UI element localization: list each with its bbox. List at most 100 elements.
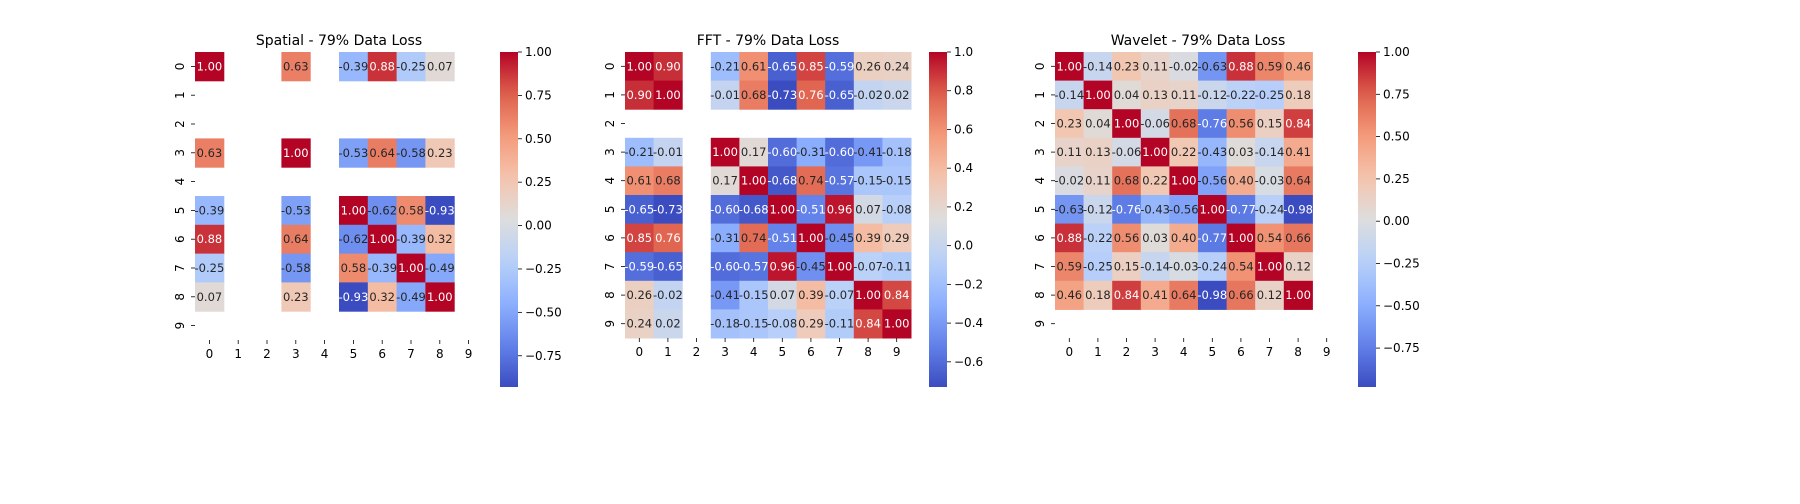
heatmap-cell-r0-c9 (882, 52, 912, 82)
x-tick-label-6: 6 (378, 347, 386, 361)
heatmap-cell-r5-c3 (281, 196, 311, 226)
cell-label-r7-c0: 0.59 (1056, 260, 1082, 274)
y-tick-label-6: 6 (1033, 234, 1047, 242)
y-tick-label-8: 8 (1033, 291, 1047, 299)
cell-label-r4-c2: 0.68 (1114, 174, 1140, 188)
y-tick-label-6: 6 (603, 234, 617, 242)
cell-label-r6-c5: -0.62 (339, 232, 369, 246)
heatmap-cell-r2-c3 (1140, 109, 1170, 139)
cell-label-r7-c7: 1.00 (827, 260, 853, 274)
colorbar-tick-label-5: 0.50 (1383, 130, 1410, 144)
heatmap-cell-r0-c2 (1112, 52, 1142, 82)
cell-label-r7-c8: 0.12 (1285, 260, 1311, 274)
heatmap-cell-r8-c3 (281, 282, 311, 312)
heatmap-cell-r7-c2 (1112, 252, 1142, 282)
cell-label-r3-c1: -0.01 (653, 145, 683, 159)
cell-label-r3-c3: 1.00 (712, 145, 738, 159)
heatmap-cell-r6-c7 (825, 223, 855, 253)
cell-label-r7-c3: -0.60 (710, 260, 740, 274)
cell-label-r0-c3: 0.63 (283, 59, 309, 73)
cell-label-r7-c9: -0.11 (882, 260, 912, 274)
heatmap-cell-r4-c1 (1083, 166, 1113, 196)
cell-label-r4-c6: 0.40 (1228, 174, 1254, 188)
cell-label-r8-c6: 0.32 (369, 290, 395, 304)
heatmap-cell-r6-c6 (1226, 223, 1256, 253)
heatmap-cell-r8-c8 (425, 282, 455, 312)
heatmap-cell-r3-c6 (367, 138, 398, 168)
cell-label-r1-c6: -0.22 (1226, 88, 1256, 102)
cell-label-r7-c8: -0.07 (853, 260, 883, 274)
cell-label-r9-c7: -0.11 (825, 317, 855, 331)
cell-label-r0-c3: -0.21 (710, 59, 740, 73)
heatmap-cell-r1-c7 (1255, 80, 1285, 110)
colorbar-tick-label-2: −0.25 (525, 262, 562, 276)
heatmap-cell-r8-c7 (396, 282, 426, 312)
cell-label-r0-c7: -0.25 (396, 59, 426, 73)
cell-label-r1-c3: -0.01 (710, 88, 740, 102)
heatmap-cell-r5-c7 (825, 195, 855, 225)
colorbar-tick-label-4: 0.25 (525, 175, 552, 189)
cell-label-r9-c9: 1.00 (884, 317, 910, 331)
heatmap-cell-r3-c5 (768, 137, 798, 167)
heatmap-cell-r5-c7 (1255, 195, 1285, 225)
cell-label-r8-c6: 0.66 (1228, 288, 1254, 302)
cell-label-r0-c8: 0.46 (1285, 59, 1311, 73)
heatmap-cell-r2-c5 (1198, 109, 1228, 139)
heatmap-cell-r4-c5 (768, 166, 798, 196)
heatmap-cell-r8-c9 (882, 280, 912, 310)
cell-label-r9-c1: 0.02 (655, 317, 681, 331)
cell-label-r9-c5: -0.08 (767, 317, 797, 331)
cell-label-r6-c3: 0.03 (1142, 231, 1168, 245)
chart-title: Spatial - 79% Data Loss (256, 33, 422, 49)
heatmap-cell-r7-c9 (882, 252, 912, 282)
heatmap-cell-r3-c3 (1140, 137, 1170, 167)
cell-label-r7-c0: -0.59 (624, 260, 654, 274)
heatmap-cell-r4-c7 (825, 166, 855, 196)
heatmap-cell-r8-c3 (1140, 280, 1170, 310)
heatmap-cell-r6-c1 (1083, 223, 1113, 253)
colorbar-tick-label-2: −0.2 (954, 277, 983, 291)
x-tick-label-2: 2 (1123, 345, 1131, 359)
heatmap-cell-r3-c8 (425, 138, 455, 168)
cell-label-r4-c4: 1.00 (741, 174, 767, 188)
cell-label-r6-c3: 0.64 (283, 232, 309, 246)
heatmap-cell-r0-c0 (1055, 52, 1085, 82)
cell-label-r0-c8: 0.26 (855, 59, 881, 73)
cell-label-r2-c7: 0.15 (1257, 117, 1283, 131)
heatmap-cell-r5-c0 (195, 196, 225, 226)
x-tick-label-2: 2 (263, 347, 271, 361)
cell-label-r4-c3: 0.17 (712, 174, 738, 188)
cell-label-r9-c8: 0.84 (855, 317, 881, 331)
heatmap-cell-r3-c8 (1283, 137, 1313, 167)
heatmap-cell-r0-c6 (367, 52, 398, 82)
cell-label-r5-c1: -0.12 (1083, 202, 1113, 216)
cell-label-r5-c8: 0.07 (855, 202, 881, 216)
cell-label-r4-c7: -0.03 (1255, 174, 1285, 188)
cell-label-r0-c5: -0.65 (767, 59, 797, 73)
cell-label-r3-c5: -0.53 (339, 146, 369, 160)
cell-label-r0-c1: -0.14 (1083, 59, 1113, 73)
x-tick-label-5: 5 (778, 345, 786, 359)
y-tick-label-5: 5 (173, 207, 187, 215)
cell-label-r3-c8: -0.41 (853, 145, 883, 159)
cell-label-r0-c8: 0.07 (427, 59, 453, 73)
cell-label-r4-c1: 0.68 (655, 174, 681, 188)
x-tick-label-7: 7 (407, 347, 415, 361)
y-tick-label-3: 3 (1033, 148, 1047, 156)
heatmap-cell-r7-c8 (1283, 252, 1313, 282)
x-tick-label-6: 6 (807, 345, 815, 359)
cell-label-r8-c2: 0.84 (1114, 288, 1140, 302)
colorbar-tick-label-8: 1.0 (954, 45, 973, 59)
heatmap-cell-r1-c8 (853, 80, 883, 110)
heatmap-cell-r7-c6 (796, 252, 826, 282)
colorbar-tick-label-0: −0.75 (525, 349, 562, 363)
x-tick-label-1: 1 (234, 347, 242, 361)
heatmap-cell-r4-c0 (625, 166, 655, 196)
cell-label-r8-c3: -0.41 (710, 288, 740, 302)
y-tick-label-0: 0 (603, 62, 617, 70)
heatmap-cell-r3-c1 (1083, 137, 1113, 167)
colorbar-tick-label-6: 0.75 (1383, 87, 1410, 101)
cell-label-r7-c7: 1.00 (398, 261, 424, 275)
cell-label-r0-c6: 0.88 (369, 59, 395, 73)
